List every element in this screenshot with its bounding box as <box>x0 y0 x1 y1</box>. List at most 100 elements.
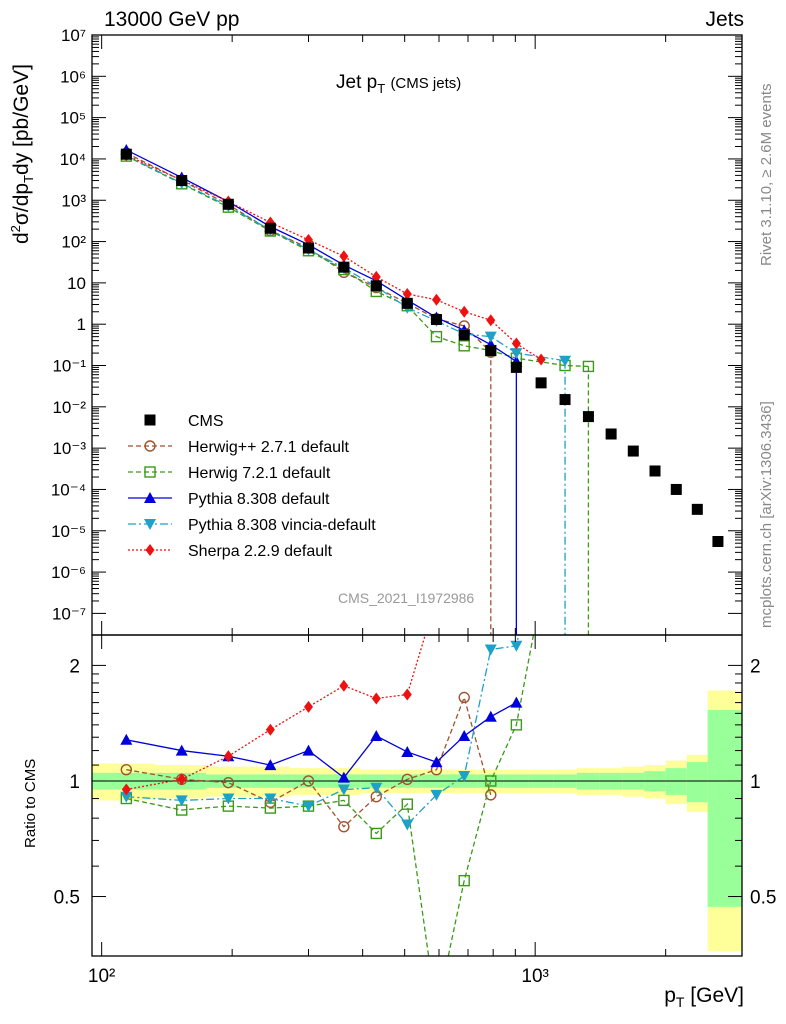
ratio-point-pythia <box>430 756 443 768</box>
ratio-point-herwigpp <box>485 789 497 801</box>
y-tick-label-top: 10³ <box>61 191 86 210</box>
y-tick-label-top: 10⁻⁶ <box>51 563 86 582</box>
y-tick-label-top: 10⁻³ <box>52 439 86 458</box>
point-cms <box>627 445 639 457</box>
ratio-line-vincia <box>126 635 520 826</box>
point-cms <box>430 313 442 325</box>
point-cms <box>176 175 188 187</box>
top-panel <box>120 143 724 635</box>
point-sherpa <box>486 314 496 327</box>
point-vincia <box>484 331 497 343</box>
ratio-point-herwigpp <box>338 821 350 833</box>
x-axis-label: pT [GeV] <box>664 984 744 1011</box>
point-cms <box>510 361 522 373</box>
point-cms <box>535 377 547 389</box>
ratio-y-axis-label: Ratio to CMS <box>22 758 39 848</box>
point-herwig7 <box>430 330 443 343</box>
legend-marker-herwigpp <box>144 440 156 452</box>
ratio-band-inner <box>707 710 730 907</box>
legend-marker-cms <box>144 414 156 426</box>
legend-label-herwig7: Herwig 7.2.1 default <box>188 465 331 482</box>
ratio-point-herwig7 <box>583 314 593 324</box>
point-sherpa <box>459 305 469 318</box>
ratio-point-sherpa <box>371 692 381 705</box>
ratio-point-vincia <box>370 782 383 794</box>
point-cms <box>559 394 571 406</box>
y-tick-label-ratio: 0.5 <box>54 888 80 909</box>
ratio-point-vincia <box>302 801 315 813</box>
y-tick-label-top: 10⁻⁷ <box>52 604 86 623</box>
legend-label-vincia: Pythia 8.308 vincia-default <box>188 517 376 534</box>
point-cms <box>302 242 314 254</box>
ratio-line-pythia <box>126 702 517 779</box>
point-sherpa <box>511 337 521 350</box>
analysis-id-label: CMS_2021_I1972986 <box>338 590 475 606</box>
ratio-point-herwig7 <box>401 798 413 810</box>
legend-label-sherpa: Sherpa 2.2.9 default <box>188 543 333 560</box>
ratio-point-herwig7 <box>431 1007 441 1017</box>
legend-marker-pythia <box>144 492 156 503</box>
ratio-point-herwig7 <box>510 719 523 731</box>
ratio-point-herwigpp <box>401 773 413 786</box>
ratio-point-pythia <box>370 729 383 741</box>
point-cms <box>370 280 382 292</box>
point-sherpa <box>402 287 412 300</box>
top-y-axis-label: d2σ/dpTdy [pb/GeV] <box>8 64 37 244</box>
x-tick-label: 10² <box>88 966 115 987</box>
ratio-point-herwig7 <box>485 775 497 787</box>
legend-marker-herwig7 <box>144 466 156 478</box>
ratio-point-pythia <box>120 733 133 745</box>
plot-title: Jet pT (CMS jets) <box>336 72 462 96</box>
ratio-point-sherpa <box>537 557 546 569</box>
point-cms <box>120 148 132 160</box>
ratio-point-herwigpp <box>302 775 315 787</box>
ratio-point-herwigpp <box>120 763 133 776</box>
ratio-line-herwigpp <box>126 695 492 828</box>
ratio-point-pythia <box>401 745 414 757</box>
ratio-point-vincia <box>222 793 235 805</box>
ratio-point-sherpa <box>265 723 275 736</box>
y-tick-label-top: 10⁻² <box>52 398 86 417</box>
ratio-point-pythia <box>264 759 277 771</box>
y-tick-label-ratio: 2 <box>69 656 80 677</box>
y-tick-label-top: 10⁵ <box>60 109 86 128</box>
y-tick-label-top: 10² <box>61 233 86 252</box>
y-tick-label-ratio-right: 2 <box>750 656 761 677</box>
ratio-point-pythia <box>337 771 350 783</box>
point-cms <box>712 535 724 547</box>
ratio-point-sherpa <box>121 783 131 796</box>
ratio-point-sherpa <box>303 700 313 713</box>
y-tick-label-top: 10 <box>67 274 86 293</box>
ratio-point-sherpa <box>402 688 412 701</box>
ratio-band-inner <box>729 710 742 907</box>
point-cms <box>401 297 413 309</box>
y-tick-label-ratio: 1 <box>69 772 80 793</box>
ratio-point-vincia <box>510 640 523 652</box>
y-tick-label-top: 10⁻⁴ <box>51 480 86 499</box>
legend-label-herwigpp: Herwig++ 2.7.1 default <box>188 439 350 456</box>
y-tick-label-ratio-right: 0.5 <box>750 888 776 909</box>
ratio-point-sherpa <box>223 750 233 763</box>
ratio-panel <box>92 314 742 1017</box>
ratio-point-vincia <box>484 644 497 656</box>
point-cms <box>485 345 497 357</box>
y-tick-label-top: 10⁶ <box>60 67 86 86</box>
point-cms <box>649 465 661 477</box>
ratio-point-sherpa <box>177 773 187 786</box>
ratio-point-vincia <box>337 784 350 796</box>
point-cms <box>458 329 470 341</box>
point-cms <box>691 503 703 515</box>
ratio-band-inner <box>665 768 687 795</box>
ratio-point-vincia <box>430 789 443 801</box>
ratio-point-pythia <box>302 744 315 756</box>
point-cms <box>605 428 617 440</box>
y-tick-label-top: 10⁻¹ <box>52 357 86 376</box>
point-herwig7 <box>458 340 470 352</box>
point-sherpa <box>536 353 546 366</box>
legend-marker-vincia <box>144 519 156 530</box>
ratio-point-vincia <box>458 771 471 783</box>
ratio-point-sherpa <box>339 679 349 692</box>
ratio-point-pythia <box>510 696 523 708</box>
header-left-label: 13000 GeV pp <box>104 8 240 31</box>
